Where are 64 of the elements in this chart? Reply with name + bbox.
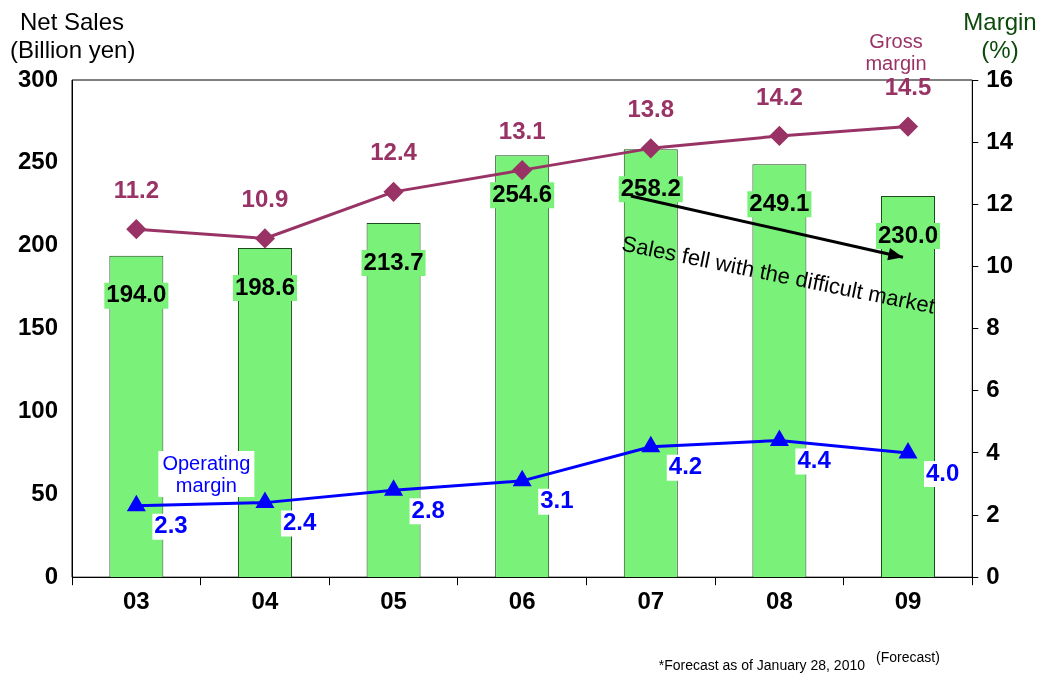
point	[255, 228, 275, 248]
y-tick-label: 100	[18, 396, 59, 424]
x-tick-label: 06	[508, 587, 536, 615]
data-label: 10.9	[241, 185, 289, 213]
data-label: 3.1	[540, 486, 574, 514]
x-tick-label: 03	[123, 587, 150, 615]
data-label: 4.0	[926, 458, 960, 486]
data-label: 249.1	[749, 188, 810, 216]
point	[899, 443, 917, 459]
data-label: 2.4	[282, 508, 317, 536]
data-label: 13.1	[498, 116, 546, 144]
data-label: 11.2	[113, 175, 160, 203]
point	[770, 430, 788, 446]
y2-tick-label: 10	[986, 251, 1014, 279]
y2-tick-label: 8	[986, 313, 1000, 341]
data-label: 13.8	[627, 94, 675, 122]
point	[642, 437, 660, 453]
data-label: 2.3	[154, 511, 188, 539]
data-label: 4.4	[797, 446, 832, 474]
data-label: 2.8	[411, 495, 445, 523]
point	[641, 138, 661, 158]
series-label: Operating margin	[162, 452, 251, 496]
y-tick-label: 250	[18, 147, 59, 175]
data-label: 213.7	[363, 247, 424, 275]
y-tick-label: 50	[31, 478, 59, 506]
y2-tick-label: 14	[986, 126, 1014, 154]
x-tick-label: 08	[766, 587, 793, 615]
point	[126, 219, 146, 239]
y2-axis-title: Margin (%)	[963, 8, 1037, 63]
data-label: 258.2	[620, 173, 681, 201]
y2-tick-label: 12	[986, 188, 1014, 216]
data-label: 230.0	[877, 220, 939, 248]
point	[898, 117, 918, 137]
point	[513, 471, 531, 487]
text: (Forecast)	[876, 649, 940, 665]
x-tick-label: 04	[251, 587, 279, 615]
text: *Forecast as of January 28, 2010	[658, 657, 866, 673]
point	[512, 160, 532, 180]
point	[385, 480, 402, 496]
y-tick-label: 200	[18, 230, 59, 258]
point	[384, 182, 404, 202]
x-tick-label: 07	[637, 587, 665, 615]
data-label: 14.2	[756, 82, 803, 110]
y2-tick-label: 2	[986, 499, 1000, 527]
point	[769, 126, 789, 146]
y-tick-label: 0	[44, 561, 59, 589]
data-label: 198.6	[234, 272, 295, 300]
x-tick-label: 05	[380, 587, 407, 615]
y-tick-label: 300	[18, 64, 59, 92]
y-tick-label: 150	[18, 313, 59, 341]
y2-tick-label: 0	[986, 561, 1000, 589]
y2-tick-label: 4	[986, 437, 1001, 465]
x-tick-label: 09	[894, 587, 922, 615]
text: Gross margin	[865, 30, 927, 74]
y2-tick-label: 16	[986, 64, 1014, 92]
data-label: 4.2	[668, 452, 703, 480]
point	[256, 493, 274, 509]
y2-tick-label: 6	[986, 375, 1000, 403]
data-label: 12.4	[370, 138, 418, 166]
point	[127, 496, 145, 512]
data-label: 254.6	[492, 179, 553, 207]
data-label: 194.0	[106, 280, 167, 308]
data-label: 14.5	[884, 73, 932, 101]
y-axis-title: Net Sales (Billion yen)	[10, 8, 136, 63]
